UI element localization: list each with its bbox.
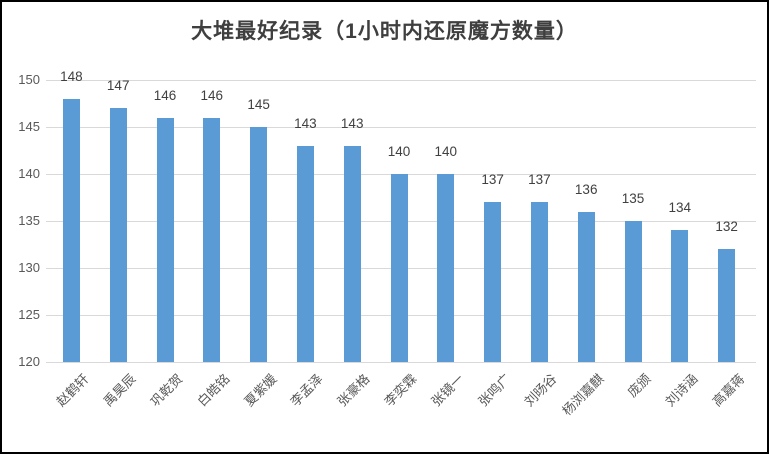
x-axis-tick-label: 杨浏嘉麒 [559,371,607,419]
bar-value-label: 137 [481,172,504,188]
bar [577,211,595,362]
bar-value-label: 134 [668,200,692,216]
bar [718,249,736,362]
bar-value-label: 140 [387,144,411,159]
bar [250,127,268,362]
bar-value-label: 147 [106,78,130,94]
x-axis-tick-label: 张豪格 [334,371,373,410]
bar [62,98,80,362]
bar-value-label: 135 [621,191,645,206]
bar-value-label: 146 [200,87,224,103]
bar-value-label: 143 [294,115,317,131]
bar [624,221,642,362]
gridline [46,80,756,81]
x-axis-tick-label: 张鸣广 [475,371,514,410]
bar [390,174,408,362]
x-axis-tick-label: 赵鹤轩 [53,371,93,410]
x-axis-tick-label: 李孟泽 [287,371,327,410]
bar-value-label: 137 [528,172,551,188]
bar [296,145,314,362]
bar [671,230,689,362]
y-axis-tick-label: 125 [18,307,40,322]
bar-value-label: 140 [434,144,458,159]
y-axis-tick-label: 140 [18,166,40,181]
gridline [46,362,756,363]
y-axis-tick-label: 135 [18,213,40,228]
bar [484,202,502,362]
x-axis-tick-label: 夏紫媛 [241,371,280,410]
bar [109,108,127,362]
bar-value-label: 148 [60,68,83,84]
y-axis-tick-label: 130 [18,260,40,275]
bar-value-label: 132 [715,219,738,235]
bar-value-label: 136 [574,181,598,197]
x-axis-tick-label: 刘旸谷 [521,371,561,410]
bar [203,117,221,362]
x-axis-tick-label: 禹昊辰 [100,371,139,410]
bar [156,117,174,362]
bar-value-label: 146 [153,87,177,103]
x-axis-tick-label: 张镜一 [428,371,467,410]
y-axis-tick-label: 150 [18,72,40,87]
gridline [46,127,756,128]
bar-value-label: 145 [247,97,270,112]
bar [530,202,548,362]
x-axis-tick-label: 高嘉蒋 [709,371,748,410]
x-axis-tick-label: 刘诗涵 [662,371,701,410]
y-axis-tick-label: 145 [18,119,40,134]
bar-value-label: 143 [340,115,364,131]
bar [343,145,361,362]
chart-title: 大堆最好纪录（1小时内还原魔方数量） [191,20,578,43]
x-axis-tick-label: 巩乾贺 [147,371,186,410]
x-axis-tick-label: 庞颁 [624,371,654,401]
x-axis-tick-label: 李奕霖 [381,371,420,410]
x-axis-tick-label: 白皓铭 [194,371,233,410]
bar [437,174,455,362]
y-axis-tick-label: 120 [18,354,40,369]
